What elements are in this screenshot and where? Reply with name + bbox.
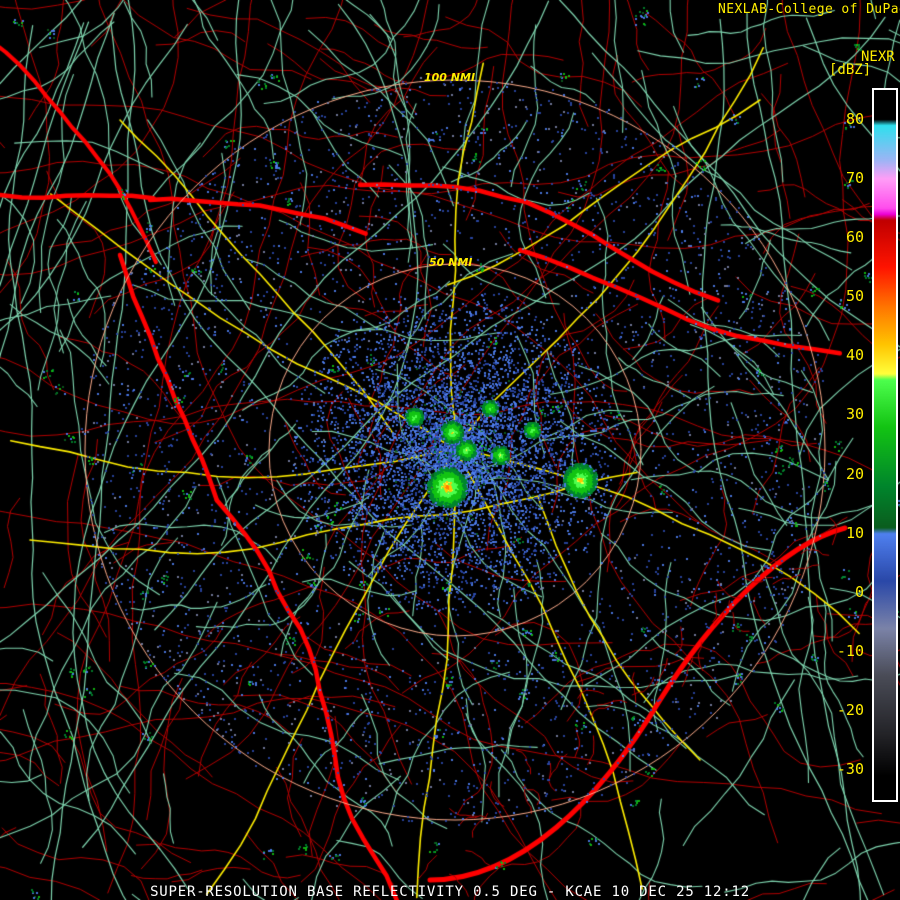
range-ring-label-100nmi: 100 NMI: [424, 71, 476, 84]
colorbar-tick-40: 40: [845, 346, 864, 365]
colorbar-tick-20: 20: [845, 464, 864, 483]
provider-watermark: NEXLAB-College of DuPage R: [718, 2, 900, 17]
colorbar-tick-80: 80: [845, 109, 864, 128]
colorbar-tick-0: 0: [854, 582, 864, 601]
legend-units-label: [dBZ]: [829, 62, 872, 78]
colorbar-tick--20: -20: [836, 701, 864, 720]
status-bar: SUPER-RESOLUTION BASE REFLECTIVITY 0.5 D…: [150, 884, 750, 900]
colorbar-tick-60: 60: [845, 227, 864, 246]
colorbar-tick--30: -30: [836, 760, 864, 779]
colorbar-tick-10: 10: [845, 523, 864, 542]
colorbar-tick--10: -10: [836, 642, 864, 661]
legend-title: NEXR: [861, 49, 895, 65]
colorbar-tick-50: 50: [845, 287, 864, 306]
range-ring-label-50nmi: 50 NMI: [429, 256, 473, 269]
reflectivity-colorbar[interactable]: [874, 90, 896, 800]
colorbar-tick-30: 30: [845, 405, 864, 424]
colorbar-tick-70: 70: [845, 168, 864, 187]
